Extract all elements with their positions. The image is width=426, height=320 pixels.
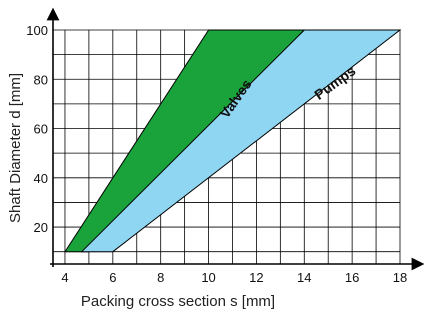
x-tick-label: 12 xyxy=(249,270,263,285)
axes xyxy=(46,7,425,271)
x-axis-title: Packing cross section s [mm] xyxy=(81,293,275,310)
y-tick-label: 20 xyxy=(34,220,48,235)
x-tick-label: 6 xyxy=(109,270,116,285)
x-tick-label: 4 xyxy=(61,270,68,285)
region-pumps xyxy=(80,29,402,253)
y-tick-label: 40 xyxy=(34,171,48,186)
x-tick-label: 8 xyxy=(157,270,164,285)
x-tick-label: 10 xyxy=(201,270,215,285)
y-tick-label: 80 xyxy=(34,72,48,87)
x-tick-label: 16 xyxy=(345,270,359,285)
y-axis-title: Shaft Diameter d [mm] xyxy=(7,73,24,223)
tick-labels: 4 6 8 10 12 14 16 18 20 40 60 80 100 xyxy=(26,23,407,285)
x-tick-label: 18 xyxy=(393,270,407,285)
regions xyxy=(64,29,402,253)
x-tick-label: 14 xyxy=(297,270,311,285)
y-tick-label: 100 xyxy=(26,23,48,38)
y-tick-label: 60 xyxy=(34,122,48,137)
